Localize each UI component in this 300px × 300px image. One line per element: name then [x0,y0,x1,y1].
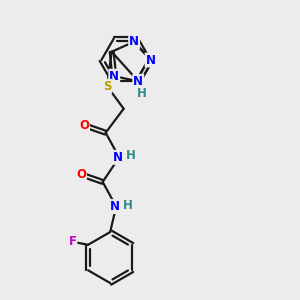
Text: N: N [133,75,143,88]
Text: N: N [110,200,120,213]
Text: N: N [146,53,156,67]
Text: O: O [76,168,86,181]
Text: H: H [126,149,136,162]
Text: O: O [79,119,89,132]
Text: N: N [109,70,119,83]
Text: H: H [137,87,147,100]
Text: F: F [68,235,76,248]
Text: H: H [123,199,133,212]
Text: S: S [103,80,111,93]
Text: N: N [113,151,123,164]
Text: N: N [129,35,139,48]
